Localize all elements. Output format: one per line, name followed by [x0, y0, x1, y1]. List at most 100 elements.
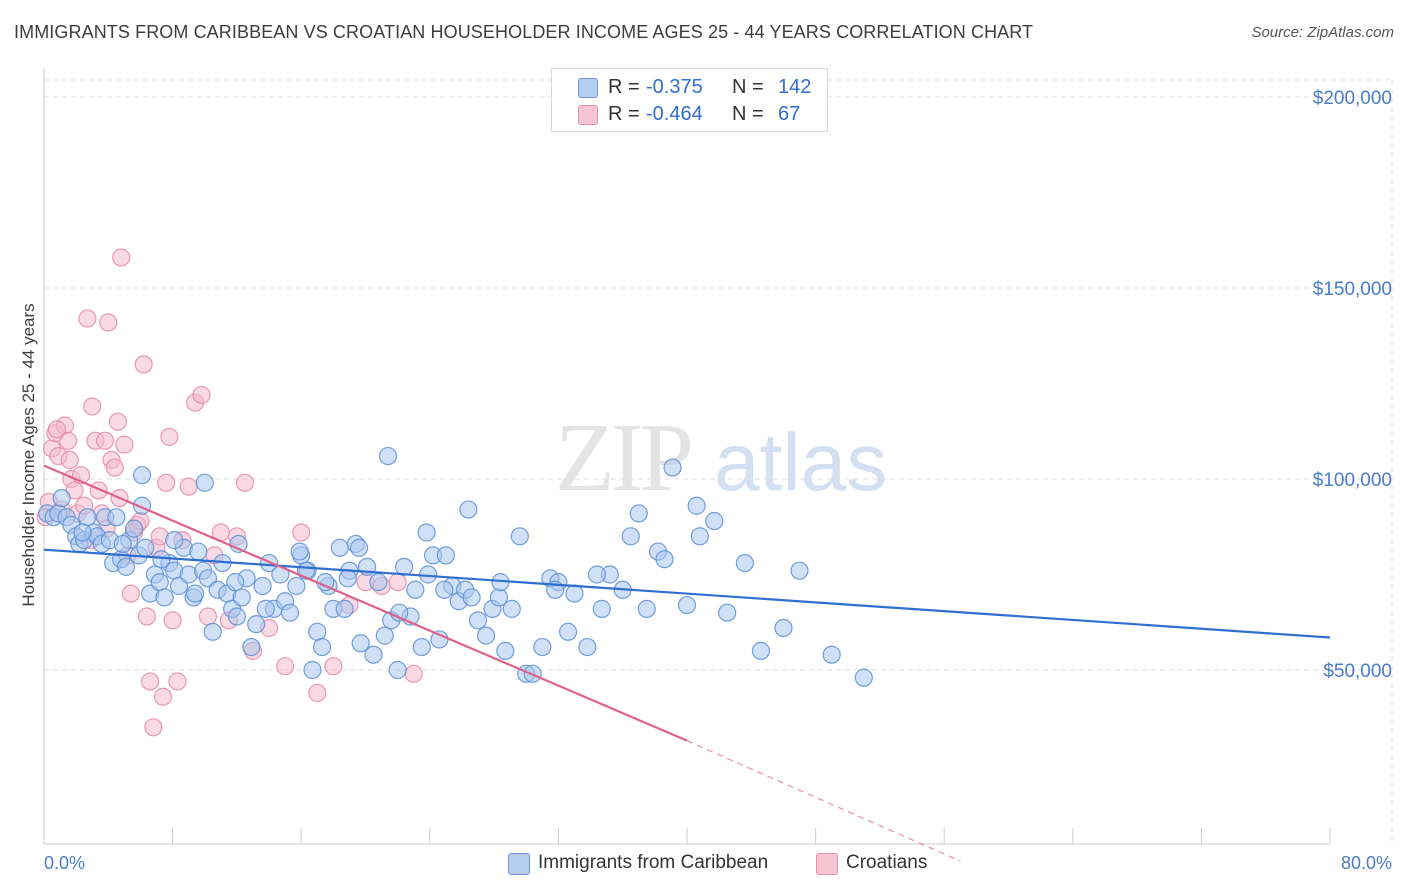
trend-lines: [43, 464, 1331, 862]
croatian-point: [324, 657, 343, 676]
caribbean-point: [338, 569, 357, 588]
caribbean-point: [655, 550, 674, 569]
legend-swatch-caribbean: [578, 78, 598, 98]
y-tick-label: $50,000: [1323, 661, 1392, 682]
croatian-point: [404, 664, 423, 683]
legend-r-label: R =: [608, 76, 640, 98]
bottom-legend-swatch-caribbean: [508, 853, 530, 875]
caribbean-point: [459, 500, 478, 519]
caribbean-point: [435, 580, 454, 599]
caribbean-point: [78, 508, 97, 527]
bottom-legend-swatch-croatians: [816, 853, 838, 875]
croatian-point: [157, 473, 176, 492]
caribbean-point: [629, 504, 648, 523]
caribbean-point: [436, 546, 455, 565]
croatian-point: [168, 672, 187, 691]
croatian-point: [198, 607, 218, 626]
legend-n-value: 142: [778, 76, 812, 98]
croatian-point: [388, 573, 407, 592]
caribbean-point: [155, 588, 174, 607]
axis-labels: $50,000 $100,000 $150,000 $200,000 0.0% 80.0%…: [19, 88, 1392, 873]
caribbean-point: [388, 660, 407, 680]
source-label: Source: ZipAtlas.com: [1251, 24, 1394, 41]
series-caribbean: [38, 446, 873, 687]
caribbean-point: [578, 637, 597, 657]
correlation-legend: R = -0.375 N = 142 R = -0.464 N = 67: [551, 68, 828, 132]
caribbean-point: [116, 557, 136, 576]
caribbean-point: [690, 527, 709, 546]
croatian-point: [112, 248, 131, 267]
y-tick-label: $200,000: [1313, 88, 1392, 109]
caribbean-point: [227, 607, 246, 626]
caribbean-point: [502, 599, 521, 618]
legend-swatch-croatians: [578, 105, 598, 125]
croatian-point: [60, 450, 79, 469]
watermark-atlas: atlas: [714, 417, 887, 508]
croatian-point: [95, 431, 115, 450]
caribbean-point: [417, 523, 436, 542]
caribbean-point: [242, 637, 261, 657]
legend-row-croatians: R = -0.464 N = 67: [552, 101, 827, 127]
caribbean-point: [462, 588, 481, 607]
x-tick-label-min: 0.0%: [44, 853, 85, 873]
caribbean-point: [232, 588, 251, 607]
legend-n-value: 67: [778, 103, 801, 125]
caribbean-point: [822, 645, 841, 664]
caribbean-point: [378, 446, 398, 466]
caribbean-point: [364, 645, 383, 664]
croatian-point: [83, 397, 102, 416]
legend-r-value: -0.375: [646, 76, 703, 98]
caribbean-point: [718, 603, 737, 622]
caribbean-point: [751, 641, 771, 661]
caribbean-point: [533, 637, 552, 657]
caribbean-point: [375, 626, 394, 645]
legend-n-label: N =: [732, 76, 764, 98]
croatian-point: [134, 355, 153, 374]
bottom-legend-label-caribbean: Immigrants from Caribbean: [538, 852, 769, 873]
caribbean-point: [687, 496, 706, 515]
caribbean-point: [369, 573, 388, 592]
caribbean-point: [510, 527, 529, 546]
caribbean-point: [790, 561, 809, 580]
x-tick-label-max: 80.0%: [1341, 853, 1392, 873]
caribbean-point: [165, 531, 184, 550]
caribbean-point: [152, 550, 171, 569]
caribbean-point: [430, 630, 449, 649]
caribbean-point: [303, 660, 322, 680]
series-croatians: [36, 248, 423, 737]
croatian-point: [115, 435, 134, 454]
croatian-point: [179, 477, 198, 496]
caribbean-point: [290, 542, 309, 561]
legend-row-caribbean: R = -0.375 N = 142: [552, 74, 827, 100]
caribbean-point: [113, 534, 132, 554]
croatian-point: [292, 523, 311, 542]
y-axis-label: Householder Income Ages 25 - 44 years: [19, 303, 38, 606]
caribbean-point: [621, 527, 640, 546]
caribbean-point: [854, 668, 873, 687]
trend-line-caribbean: [43, 548, 1331, 639]
chart-title: IMMIGRANTS FROM CARIBBEAN VS CROATIAN HO…: [14, 22, 1034, 42]
croatian-point: [108, 412, 128, 431]
caribbean-point: [406, 580, 425, 599]
croatian-point: [137, 607, 156, 626]
caribbean-point: [663, 458, 682, 477]
caribbean-point: [203, 622, 222, 641]
caribbean-point: [351, 634, 370, 653]
caribbean-point: [476, 626, 496, 645]
croatian-point: [192, 385, 211, 405]
caribbean-point: [735, 553, 754, 573]
caribbean-point: [226, 573, 245, 592]
caribbean-point: [558, 622, 578, 641]
watermark: ZIP atlas: [555, 404, 887, 512]
caribbean-point: [468, 611, 488, 630]
caribbean-point: [330, 538, 349, 557]
croatian-point: [163, 611, 182, 630]
caribbean-point: [253, 576, 272, 596]
caribbean-point: [186, 584, 205, 603]
caribbean-point: [592, 599, 611, 618]
croatian-point: [144, 718, 163, 737]
legend-r-value: -0.464: [646, 103, 703, 125]
y-tick-label: $100,000: [1313, 470, 1392, 491]
bottom-legend-label-croatians: Croatians: [846, 852, 928, 873]
croatian-point: [276, 657, 295, 676]
